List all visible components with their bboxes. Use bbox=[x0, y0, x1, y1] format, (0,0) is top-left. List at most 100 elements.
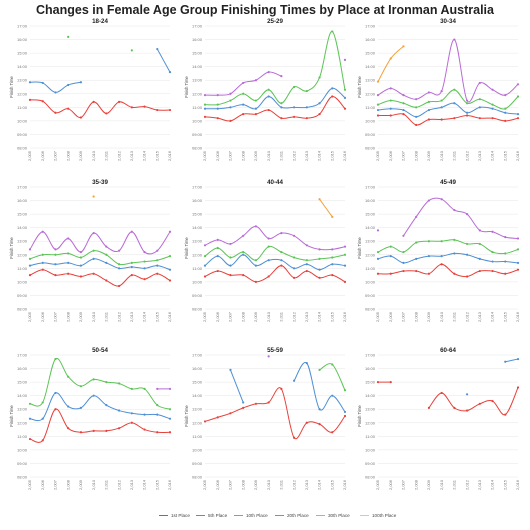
data-point bbox=[203, 255, 207, 258]
x-tick-label: 2,008 bbox=[65, 479, 70, 490]
data-point bbox=[105, 245, 108, 248]
data-point bbox=[156, 431, 159, 434]
data-point bbox=[143, 267, 146, 270]
y-tick-label: 12:00 bbox=[192, 420, 203, 425]
data-point bbox=[516, 237, 520, 240]
y-axis-label: Finish Time bbox=[357, 76, 362, 98]
y-tick-label: 15:00 bbox=[192, 51, 203, 56]
legend-swatch bbox=[196, 514, 205, 516]
data-point bbox=[318, 368, 321, 372]
y-tick-label: 15:00 bbox=[192, 212, 203, 217]
chart-panel-45-49: 45-49 08:00 09:00 10:00 11:00 12:00 13:00 14:00… bbox=[357, 179, 520, 322]
data-point bbox=[453, 208, 456, 212]
data-point bbox=[491, 260, 494, 263]
data-point bbox=[318, 408, 321, 411]
y-tick-label: 12:00 bbox=[17, 91, 28, 96]
data-point bbox=[292, 85, 296, 89]
x-tick-label: 2,011 bbox=[104, 479, 109, 489]
x-tick-label: 2,008 bbox=[413, 311, 418, 322]
data-point bbox=[305, 106, 308, 109]
y-tick-label: 15:00 bbox=[365, 51, 376, 56]
x-tick-label: 2,005 bbox=[375, 479, 380, 490]
panel-title: 30-34 bbox=[440, 18, 456, 25]
x-tick-label: 2,010 bbox=[266, 311, 271, 322]
y-tick-label: 08:00 bbox=[17, 146, 28, 151]
data-point bbox=[292, 436, 296, 439]
data-point bbox=[389, 381, 392, 384]
x-tick-label: 2,008 bbox=[413, 150, 418, 161]
data-point bbox=[415, 123, 418, 127]
series-line-1st-place bbox=[29, 408, 171, 443]
legend-item[interactable]: 10th Place bbox=[234, 513, 268, 518]
data-point bbox=[376, 250, 380, 254]
y-tick-label: 13:00 bbox=[365, 407, 376, 412]
legend: 1st Place 5th Place 10th Place 20th Place 30… bbox=[0, 513, 530, 527]
chart-panel-40-44: 40-44 08:00 09:00 10:00 11:00 12:00 13:00 14:00… bbox=[184, 179, 347, 322]
x-tick-label: 2,015 bbox=[329, 311, 334, 322]
data-point bbox=[516, 95, 520, 98]
data-point bbox=[280, 117, 283, 120]
data-point bbox=[216, 94, 219, 97]
data-point bbox=[478, 98, 481, 101]
legend-label: 10th Place bbox=[246, 513, 268, 518]
data-point bbox=[156, 259, 159, 262]
data-point bbox=[242, 103, 245, 106]
data-point bbox=[343, 88, 347, 91]
data-point bbox=[491, 250, 494, 254]
y-tick-label: 13:00 bbox=[17, 239, 28, 244]
y-tick-label: 08:00 bbox=[17, 475, 28, 480]
data-point bbox=[504, 272, 507, 275]
legend-label: 30th Place bbox=[328, 513, 350, 518]
data-point bbox=[453, 252, 456, 255]
y-tick-label: 10:00 bbox=[365, 447, 376, 452]
legend-item[interactable]: 5th Place bbox=[196, 513, 227, 518]
data-point bbox=[331, 215, 334, 218]
data-point bbox=[267, 237, 270, 240]
data-point bbox=[79, 250, 83, 254]
y-tick-label: 17:00 bbox=[192, 185, 203, 190]
legend-item[interactable]: 30th Place bbox=[316, 513, 350, 518]
data-point bbox=[28, 248, 32, 251]
y-tick-label: 17:00 bbox=[17, 185, 28, 190]
data-point bbox=[376, 229, 380, 232]
data-point bbox=[389, 272, 392, 275]
x-tick-label: 2,012 bbox=[116, 479, 121, 490]
data-point bbox=[389, 114, 392, 117]
x-tick-label: 2,008 bbox=[240, 479, 245, 490]
data-point bbox=[343, 264, 347, 267]
legend-item[interactable]: 100th Place bbox=[360, 513, 396, 518]
data-point bbox=[491, 230, 494, 233]
data-point bbox=[41, 100, 44, 103]
data-point bbox=[504, 107, 507, 110]
legend-label: 100th Place bbox=[372, 513, 397, 518]
chart-panel-35-39: 35-39 08:00 09:00 10:00 11:00 12:00 13:00 14:00… bbox=[9, 179, 172, 322]
y-tick-label: 09:00 bbox=[192, 461, 203, 466]
series-line-10th-place bbox=[29, 357, 171, 410]
chart-panel-50-54: 50-54 08:00 09:00 10:00 11:00 12:00 13:00 14:00… bbox=[9, 347, 172, 490]
legend-swatch bbox=[360, 514, 369, 516]
legend-item[interactable]: 20th Place bbox=[275, 513, 309, 518]
y-tick-label: 14:00 bbox=[17, 225, 28, 230]
data-point bbox=[402, 269, 405, 273]
data-point bbox=[229, 119, 232, 122]
y-tick-label: 15:00 bbox=[17, 51, 28, 56]
x-tick-label: 2,007 bbox=[401, 479, 406, 490]
data-point bbox=[280, 259, 283, 262]
data-point bbox=[203, 94, 207, 97]
series-line-5th-place bbox=[204, 254, 346, 271]
data-point bbox=[168, 279, 172, 282]
data-point bbox=[168, 70, 172, 74]
data-point bbox=[143, 278, 146, 281]
y-tick-label: 09:00 bbox=[192, 293, 203, 298]
y-tick-label: 08:00 bbox=[365, 146, 376, 151]
data-point bbox=[331, 256, 334, 259]
data-point bbox=[504, 360, 507, 363]
series-line-20th-place bbox=[377, 39, 519, 103]
y-tick-label: 10:00 bbox=[192, 118, 203, 123]
x-tick-label: 2,013 bbox=[129, 479, 134, 490]
data-point bbox=[117, 263, 121, 266]
legend-item[interactable]: 1st Place bbox=[159, 513, 190, 518]
x-tick-label: 2,006 bbox=[388, 150, 393, 161]
series-line-1st-place bbox=[204, 95, 346, 122]
y-tick-label: 10:00 bbox=[365, 118, 376, 123]
